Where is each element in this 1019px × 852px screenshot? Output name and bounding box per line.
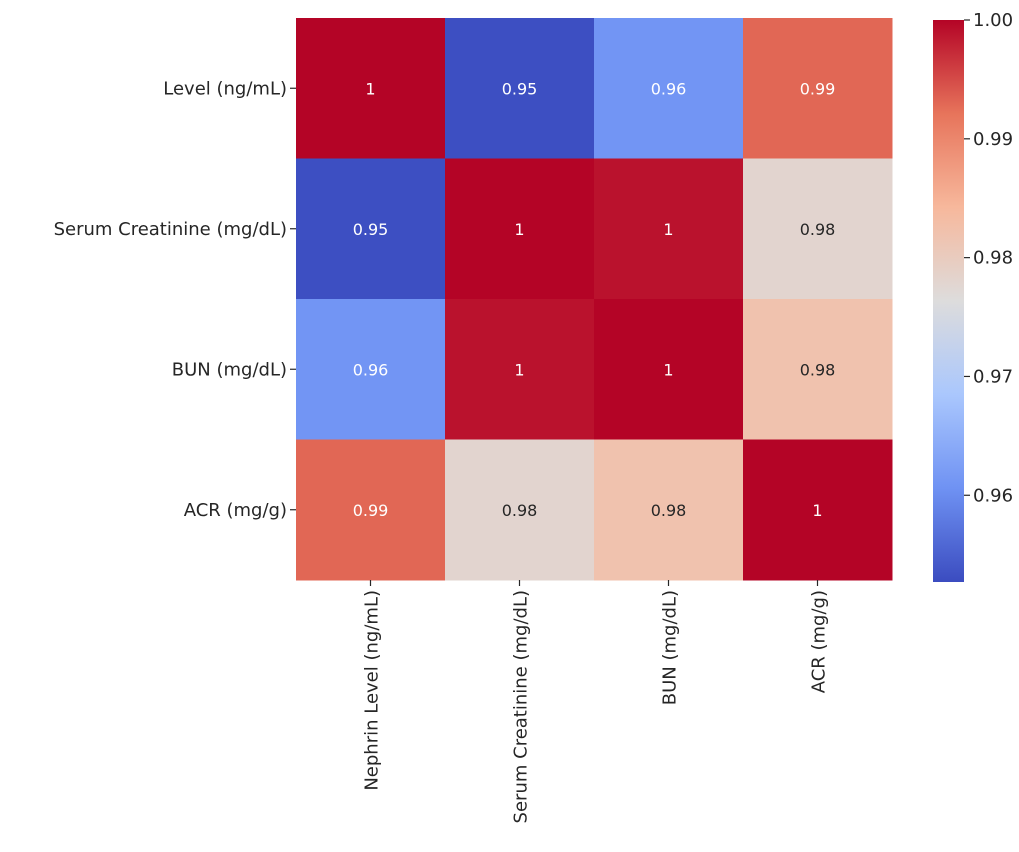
heatmap-cell-r1-c1 bbox=[445, 158, 595, 300]
x-tick-label-1: Serum Creatinine (mg/dL) bbox=[511, 590, 532, 823]
colorbar: 0.96 0.97 0.98 0.99 1.00 bbox=[933, 10, 1013, 582]
x-axis-tick-labels: Nephrin Level (ng/mL) Serum Creatinine (m… bbox=[362, 580, 830, 823]
colorbar-tick-label-0: 0.96 bbox=[973, 485, 1013, 506]
cell-annotation-r1-c3: 0.98 bbox=[800, 220, 836, 239]
heatmap-cell-r0-c2 bbox=[594, 18, 744, 159]
cell-annotation-r2-c1: 1 bbox=[514, 360, 524, 379]
colorbar-gradient bbox=[933, 20, 964, 582]
heatmap-cell-r3-c0 bbox=[296, 439, 446, 581]
cell-annotation-r3-c3: 1 bbox=[812, 501, 822, 520]
cell-annotation-r0-c2: 0.96 bbox=[651, 79, 687, 98]
cell-annotation-r2-c3: 0.98 bbox=[800, 360, 836, 379]
cell-annotation-r3-c2: 0.98 bbox=[651, 501, 687, 520]
colorbar-tick-label-3: 0.99 bbox=[973, 129, 1013, 150]
heatmap-cell-r2-c0 bbox=[296, 299, 446, 440]
cell-annotation-r1-c0: 0.95 bbox=[353, 220, 389, 239]
colorbar-tick-label-1: 0.97 bbox=[973, 366, 1013, 387]
heatmap-cell-r2-c2 bbox=[594, 299, 744, 440]
cell-annotation-r1-c2: 1 bbox=[663, 220, 673, 239]
x-tick-label-3: ACR (mg/g) bbox=[809, 590, 830, 693]
cell-annotation-r0-c1: 0.95 bbox=[502, 79, 538, 98]
heatmap-cell-r3-c1 bbox=[445, 439, 595, 581]
heatmap-cell-r0-c1 bbox=[445, 18, 595, 159]
y-tick-label-1: Serum Creatinine (mg/dL) bbox=[54, 219, 287, 240]
heatmap-cells bbox=[296, 18, 893, 581]
cell-annotation-r0-c0: 1 bbox=[365, 79, 375, 98]
heatmap-cell-r3-c3 bbox=[743, 439, 893, 581]
heatmap-cell-r1-c2 bbox=[594, 158, 744, 300]
cell-annotation-r0-c3: 0.99 bbox=[800, 79, 836, 98]
y-axis-tick-labels: Level (ng/mL) Serum Creatinine (mg/dL) BUN… bbox=[54, 78, 296, 521]
y-tick-label-2: BUN (mg/dL) bbox=[172, 359, 287, 380]
y-tick-label-0: Level (ng/mL) bbox=[163, 78, 287, 99]
colorbar-tick-label-2: 0.98 bbox=[973, 248, 1013, 269]
heatmap-cell-r3-c2 bbox=[594, 439, 744, 581]
cell-annotation-r2-c2: 1 bbox=[663, 360, 673, 379]
cell-annotation-r3-c1: 0.98 bbox=[502, 501, 538, 520]
x-tick-label-2: BUN (mg/dL) bbox=[660, 590, 681, 705]
heatmap-cell-r1-c3 bbox=[743, 158, 893, 300]
cell-annotation-r1-c1: 1 bbox=[514, 220, 524, 239]
y-tick-label-3: ACR (mg/g) bbox=[184, 500, 287, 521]
heatmap-cell-r1-c0 bbox=[296, 158, 446, 300]
x-tick-label-0: Nephrin Level (ng/mL) bbox=[362, 590, 383, 791]
heatmap-cell-r2-c1 bbox=[445, 299, 595, 440]
heatmap-cell-r2-c3 bbox=[743, 299, 893, 440]
heatmap-cell-r0-c0 bbox=[296, 18, 446, 159]
cell-annotation-r2-c0: 0.96 bbox=[353, 360, 389, 379]
colorbar-tick-label-4: 1.00 bbox=[973, 10, 1013, 31]
heatmap-cell-r0-c3 bbox=[743, 18, 893, 159]
cell-annotations: 1 0.95 0.96 0.99 0.95 1 1 0.98 0.96 1 1 0.98 0.99 0.9… bbox=[353, 79, 836, 520]
cell-annotation-r3-c0: 0.99 bbox=[353, 501, 389, 520]
